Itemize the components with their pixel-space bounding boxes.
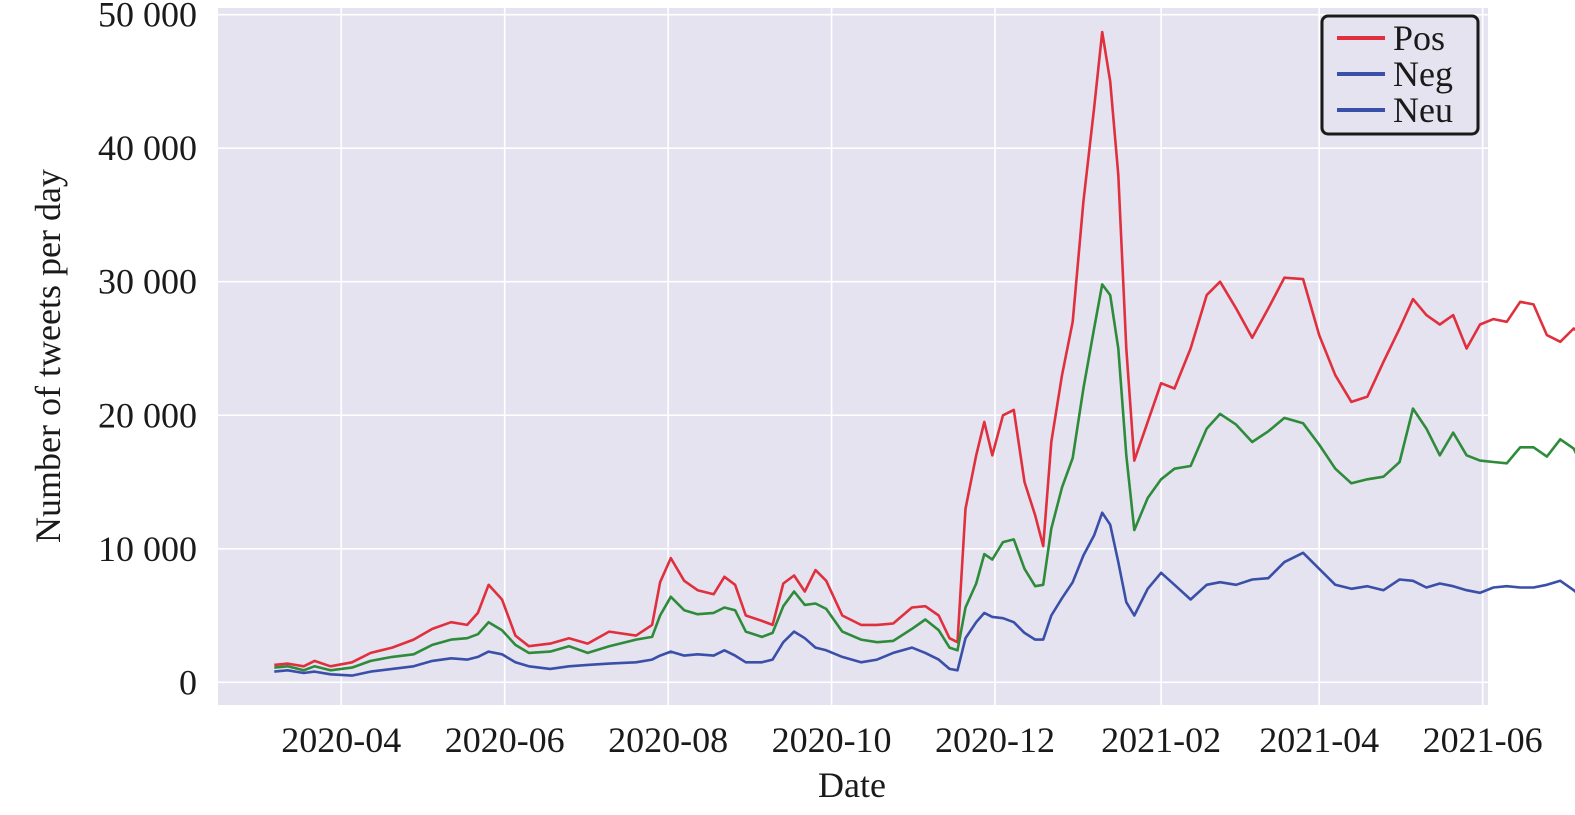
x-tick-label: 2020-10 — [772, 720, 892, 760]
series-line-pos — [274, 30, 1575, 668]
x-axis-title: Date — [818, 765, 886, 805]
legend-label-neg: Neg — [1393, 54, 1453, 94]
grid-lines — [218, 8, 1488, 705]
y-tick-label: 30 000 — [98, 262, 197, 302]
legend-label-neu: Neu — [1393, 90, 1453, 130]
x-tick-label: 2020-06 — [445, 720, 565, 760]
y-tick-label: 10 000 — [98, 529, 197, 569]
series-lines — [274, 30, 1575, 677]
y-tick-labels: 0 10 000 20 000 30 000 40 000 50 000 — [98, 0, 197, 702]
x-tick-label: 2021-06 — [1423, 720, 1543, 760]
x-tick-label: 2021-02 — [1101, 720, 1221, 760]
y-tick-label: 0 — [179, 662, 197, 702]
y-tick-label: 50 000 — [98, 0, 197, 35]
series-line-neu — [274, 511, 1575, 677]
x-tick-label: 2020-04 — [281, 720, 401, 760]
legend-label-pos: Pos — [1393, 18, 1445, 58]
plot-background — [218, 8, 1488, 705]
x-tick-label: 2020-12 — [935, 720, 1055, 760]
x-tick-label: 2021-04 — [1259, 720, 1379, 760]
x-tick-label: 2020-08 — [608, 720, 728, 760]
legend-box — [1320, 14, 1480, 136]
y-axis-title: Number of tweets per day — [28, 169, 68, 543]
y-tick-label: 40 000 — [98, 128, 197, 168]
series-line-neg — [274, 283, 1575, 672]
y-tick-label: 20 000 — [98, 395, 197, 435]
x-tick-labels: 2020-04 2020-06 2020-08 2020-10 2020-12 2021-… — [281, 720, 1542, 760]
